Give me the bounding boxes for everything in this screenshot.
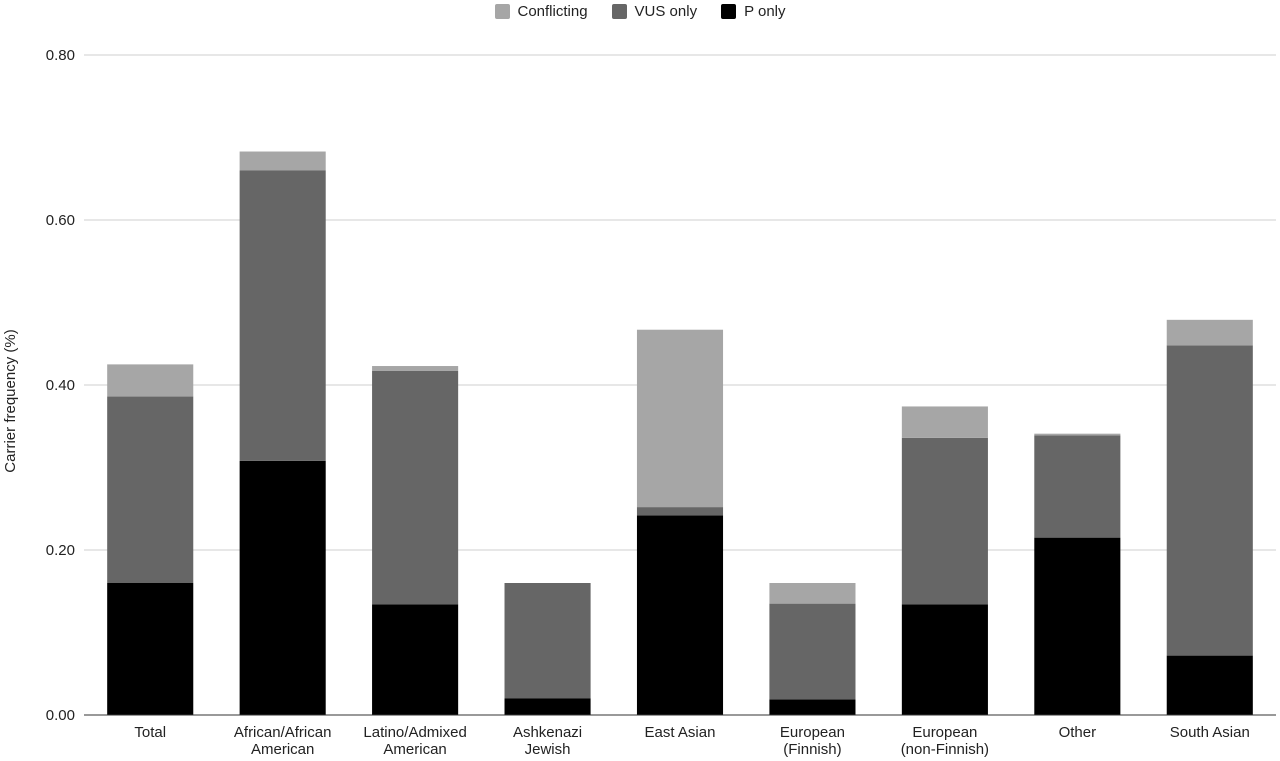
bar-segment-conflicting bbox=[107, 364, 194, 397]
y-axis-ticks: 0.00 0.20 0.40 0.60 0.80 bbox=[46, 47, 75, 724]
x-tick-label: Other bbox=[1059, 724, 1097, 741]
x-tick-label: European bbox=[912, 724, 977, 741]
x-axis-labels: Total African/AfricanAmericanLatino/Admix… bbox=[134, 724, 1249, 758]
x-tick-label: Latino/Admixed bbox=[363, 724, 466, 741]
bar-segment-conflicting bbox=[769, 583, 856, 604]
bar-segment-conflicting bbox=[239, 151, 326, 171]
bar-segment-p-only bbox=[636, 515, 724, 715]
bar-segment-p-only bbox=[107, 583, 194, 715]
x-tick-label: Total bbox=[134, 724, 166, 741]
x-tick-label: American bbox=[383, 741, 446, 758]
bar-segment-p-only bbox=[372, 604, 459, 715]
x-tick-label: Ashkenazi bbox=[513, 724, 582, 741]
bar-segment-conflicting bbox=[901, 406, 988, 438]
legend-swatch-p-only bbox=[721, 3, 737, 19]
x-tick-label: South Asian bbox=[1170, 724, 1250, 741]
bar-segment-p-only bbox=[1166, 655, 1253, 715]
legend-swatch-vus-only bbox=[611, 3, 627, 19]
bar-segment-vus-only bbox=[107, 396, 194, 583]
legend-label-vus-only: VUS only bbox=[634, 2, 698, 20]
bar-group bbox=[107, 151, 1253, 715]
bar-segment-vus-only bbox=[504, 583, 591, 699]
legend-item-conflicting: Conflicting bbox=[494, 2, 588, 20]
bar-segment-conflicting bbox=[372, 366, 459, 371]
bar-segment-p-only bbox=[769, 699, 856, 715]
y-tick-label: 0.60 bbox=[46, 212, 75, 229]
bar-segment-p-only bbox=[239, 460, 326, 715]
bar-segment-vus-only bbox=[372, 370, 459, 605]
legend-label-p-only: P only bbox=[744, 2, 786, 20]
x-tick-label: East Asian bbox=[645, 724, 716, 741]
legend-item-vus-only: VUS only bbox=[611, 2, 698, 20]
bar-segment-p-only bbox=[504, 698, 591, 715]
legend-item-p-only: P only bbox=[721, 2, 786, 20]
bar-segment-p-only bbox=[901, 604, 988, 715]
y-tick-label: 0.80 bbox=[46, 47, 75, 64]
legend-label-conflicting: Conflicting bbox=[517, 2, 588, 20]
y-tick-label: 0.20 bbox=[46, 542, 75, 559]
bar-segment-vus-only bbox=[1034, 435, 1121, 538]
bar-segment-vus-only bbox=[901, 437, 988, 605]
chart-legend: Conflicting VUS only P only bbox=[0, 0, 1280, 22]
x-tick-label: Jewish bbox=[525, 741, 571, 758]
x-tick-label: (Finnish) bbox=[783, 741, 841, 758]
bar-segment-vus-only bbox=[1166, 345, 1253, 656]
legend-swatch-conflicting bbox=[494, 3, 510, 19]
bar-segment-p-only bbox=[1034, 537, 1121, 715]
y-axis-title: Carrier frequency (%) bbox=[2, 329, 19, 472]
bar-segment-conflicting bbox=[1034, 433, 1121, 436]
y-tick-label: 0.40 bbox=[46, 377, 75, 394]
bar-segment-conflicting bbox=[636, 329, 724, 508]
bar-segment-vus-only bbox=[239, 170, 326, 461]
y-tick-label: 0.00 bbox=[46, 707, 75, 724]
x-tick-label: European bbox=[780, 724, 845, 741]
x-tick-label: American bbox=[251, 741, 314, 758]
bar-segment-conflicting bbox=[1166, 319, 1253, 346]
x-tick-label: (non-Finnish) bbox=[901, 741, 989, 758]
x-tick-label: African/African bbox=[234, 724, 332, 741]
bar-segment-vus-only bbox=[636, 507, 724, 516]
bar-segment-vus-only bbox=[769, 603, 856, 700]
